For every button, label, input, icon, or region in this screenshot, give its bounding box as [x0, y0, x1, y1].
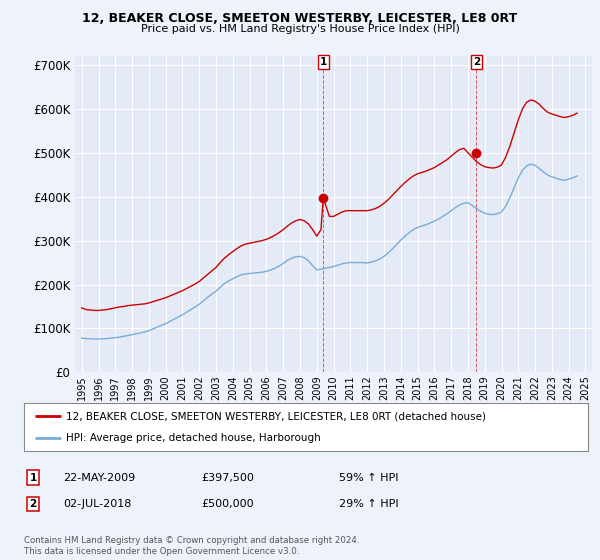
Text: HPI: Average price, detached house, Harborough: HPI: Average price, detached house, Harb…	[66, 433, 321, 443]
Text: 22-MAY-2009: 22-MAY-2009	[63, 473, 135, 483]
Text: 59% ↑ HPI: 59% ↑ HPI	[339, 473, 398, 483]
Text: 29% ↑ HPI: 29% ↑ HPI	[339, 499, 398, 509]
Text: 1: 1	[29, 473, 37, 483]
Text: £397,500: £397,500	[201, 473, 254, 483]
Text: 2: 2	[473, 57, 480, 67]
Text: 02-JUL-2018: 02-JUL-2018	[63, 499, 131, 509]
Text: Contains HM Land Registry data © Crown copyright and database right 2024.
This d: Contains HM Land Registry data © Crown c…	[24, 536, 359, 556]
Text: Price paid vs. HM Land Registry's House Price Index (HPI): Price paid vs. HM Land Registry's House …	[140, 24, 460, 34]
Text: 2: 2	[29, 499, 37, 509]
Text: £500,000: £500,000	[201, 499, 254, 509]
Text: 12, BEAKER CLOSE, SMEETON WESTERBY, LEICESTER, LE8 0RT (detached house): 12, BEAKER CLOSE, SMEETON WESTERBY, LEIC…	[66, 411, 487, 421]
Text: 1: 1	[320, 57, 327, 67]
Text: 12, BEAKER CLOSE, SMEETON WESTERBY, LEICESTER, LE8 0RT: 12, BEAKER CLOSE, SMEETON WESTERBY, LEIC…	[82, 12, 518, 25]
